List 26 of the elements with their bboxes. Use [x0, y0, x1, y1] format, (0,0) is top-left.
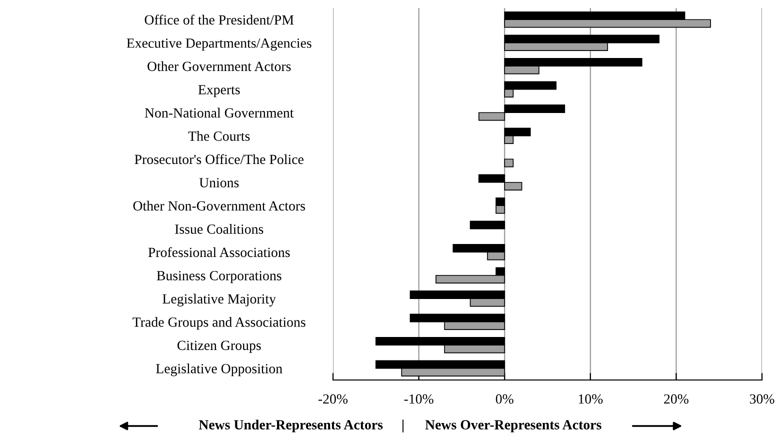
y-tick-label: The Courts — [188, 131, 250, 141]
y-tick-label: Issue Coalitions — [175, 224, 264, 234]
y-tick-label: Professional Associations — [148, 247, 290, 258]
y-tick-label: Trade Groups and Associations — [132, 317, 306, 330]
x-tick-label: 30% — [750, 394, 774, 404]
text: | — [402, 420, 404, 432]
text: News Under-Represents Actors — [198, 420, 383, 432]
y-tick-label: Other Non-Government Actors — [133, 200, 306, 211]
y-tick-label: Legislative Opposition — [156, 364, 282, 376]
y-tick-label: Business Corporations — [156, 270, 282, 284]
x-tick-label: 20% — [664, 394, 688, 404]
y-tick-label: Unions — [199, 178, 239, 188]
y-tick-label: Legislative Majority — [162, 294, 276, 306]
x-tick-label: -10% — [404, 394, 434, 404]
y-tick-label: Executive Departments/Agencies — [126, 38, 312, 51]
bar — [470, 220, 506, 230]
y-tick-label: Office of the President/PM — [144, 14, 294, 25]
y-tick-label: Citizen Groups — [177, 340, 261, 353]
x-tick-label: -20% — [318, 394, 348, 404]
x-tick-label: 10% — [578, 394, 603, 404]
y-tick-label: Non-National Government — [144, 108, 294, 118]
y-tick-label: Prosecutor's Office/The Police — [134, 154, 304, 164]
text: News Over-Represents Actors — [425, 420, 602, 432]
x-tick-label: 0% — [496, 394, 514, 404]
y-tick-label: Other Government Actors — [148, 61, 291, 72]
y-tick-label: Experts — [198, 85, 240, 98]
